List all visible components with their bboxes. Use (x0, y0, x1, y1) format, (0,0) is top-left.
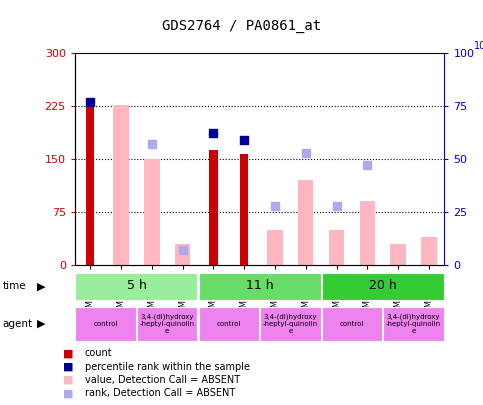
Bar (86, 105, 95, 265)
Point (333, 202, 341, 209)
Text: ■: ■ (63, 348, 73, 358)
Text: ▶: ▶ (37, 319, 45, 329)
Point (86, 98, 94, 105)
Bar (322, 273, 444, 300)
Bar (144, 159, 159, 265)
Text: 3,4-(di)hydroxy
-heptyl-quinolin
e: 3,4-(di)hydroxy -heptyl-quinolin e (140, 314, 195, 334)
Text: 20 h: 20 h (369, 279, 397, 292)
Point (302, 149, 310, 156)
Text: control: control (340, 321, 364, 327)
Text: 5 h: 5 h (127, 279, 146, 292)
Bar (75, 307, 136, 341)
Text: ■: ■ (63, 375, 73, 385)
Text: GDS2764 / PA0861_at: GDS2764 / PA0861_at (162, 19, 321, 33)
Bar (175, 244, 190, 265)
Bar (384, 307, 444, 341)
Text: 100%: 100% (474, 40, 483, 51)
Text: rank, Detection Call = ABSENT: rank, Detection Call = ABSENT (85, 388, 235, 398)
Point (271, 202, 279, 209)
Text: value, Detection Call = ABSENT: value, Detection Call = ABSENT (85, 375, 240, 385)
Text: 11 h: 11 h (246, 279, 273, 292)
Bar (360, 202, 375, 265)
Text: agent: agent (2, 319, 32, 329)
Point (241, 136, 248, 143)
Text: control: control (94, 321, 118, 327)
Bar (199, 273, 321, 300)
Bar (390, 244, 406, 265)
Bar (114, 105, 129, 265)
Text: count: count (85, 348, 112, 358)
Bar (199, 307, 259, 341)
Bar (298, 180, 313, 265)
Text: percentile rank within the sample: percentile rank within the sample (85, 362, 250, 371)
Bar (322, 307, 382, 341)
Text: ■: ■ (63, 388, 73, 398)
Point (148, 141, 156, 147)
Text: time: time (2, 281, 26, 291)
Text: ▶: ▶ (37, 281, 45, 291)
Bar (240, 154, 248, 265)
Point (210, 130, 217, 137)
Bar (137, 307, 198, 341)
Text: control: control (217, 321, 241, 327)
Point (364, 162, 371, 168)
Text: ■: ■ (63, 362, 73, 371)
Bar (75, 273, 198, 300)
Point (179, 247, 186, 254)
Bar (209, 150, 218, 265)
Text: 3,4-(di)hydroxy
-heptyl-quinolin
e: 3,4-(di)hydroxy -heptyl-quinolin e (386, 314, 441, 334)
Bar (267, 230, 283, 265)
Bar (421, 237, 437, 265)
Text: 3,4-(di)hydroxy
-heptyl-quinolin
e: 3,4-(di)hydroxy -heptyl-quinolin e (263, 314, 318, 334)
Bar (260, 307, 321, 341)
Bar (329, 230, 344, 265)
